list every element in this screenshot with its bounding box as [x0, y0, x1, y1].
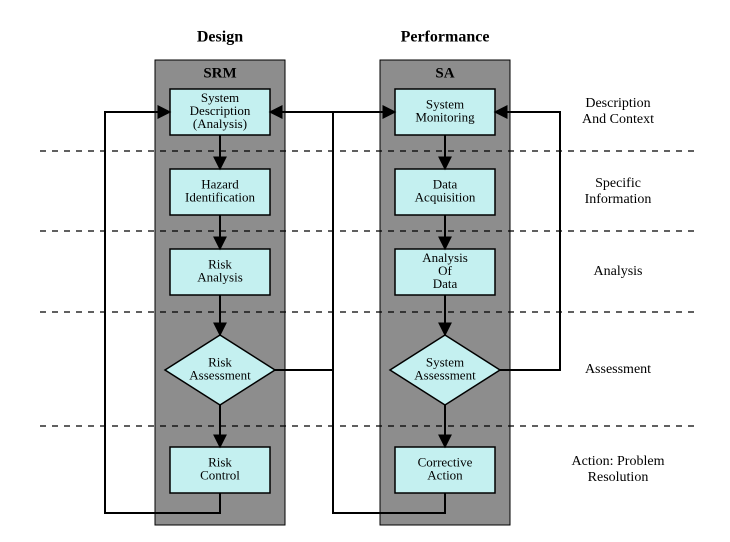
sa-analysis-of-data: AnalysisOfData [395, 249, 495, 295]
svg-text:Information: Information [585, 192, 652, 207]
svg-text:Control: Control [200, 467, 240, 482]
row-label: DescriptionAnd Context [582, 96, 654, 127]
svg-text:Assessment: Assessment [414, 367, 476, 382]
srm-system-description: SystemDescription(Analysis) [170, 89, 270, 135]
svg-text:Data: Data [433, 276, 458, 291]
row-label: Assessment [585, 362, 651, 377]
svg-text:Assessment: Assessment [189, 367, 251, 382]
svg-text:Performance: Performance [401, 29, 490, 46]
svg-text:Monitoring: Monitoring [415, 109, 475, 124]
row-label: SpecificInformation [585, 176, 652, 207]
svg-text:Identification: Identification [185, 189, 256, 204]
svg-text:Resolution: Resolution [588, 470, 649, 485]
svg-text:Description: Description [585, 96, 650, 111]
srm-risk-analysis: RiskAnalysis [170, 249, 270, 295]
row-label: Analysis [594, 264, 643, 279]
row-label: Action: ProblemResolution [572, 454, 665, 485]
svg-text:Analysis: Analysis [197, 269, 243, 284]
sa-system-monitoring: SystemMonitoring [395, 89, 495, 135]
srm-hazard-identification: HazardIdentification [170, 169, 270, 215]
svg-text:(Analysis): (Analysis) [193, 116, 247, 131]
svg-text:SA: SA [435, 65, 454, 81]
svg-text:Design: Design [197, 29, 243, 46]
svg-text:Action: Action [427, 467, 463, 482]
svg-text:And Context: And Context [582, 112, 654, 127]
svg-text:Assessment: Assessment [585, 362, 651, 377]
srm-risk-control: RiskControl [170, 447, 270, 493]
svg-text:Specific: Specific [595, 176, 641, 191]
svg-text:Analysis: Analysis [594, 264, 643, 279]
svg-text:Action: Problem: Action: Problem [572, 454, 665, 469]
svg-text:Acquisition: Acquisition [415, 189, 476, 204]
svg-text:SRM: SRM [203, 65, 236, 81]
sa-data-acquisition: DataAcquisition [395, 169, 495, 215]
sa-corrective-action: CorrectiveAction [395, 447, 495, 493]
